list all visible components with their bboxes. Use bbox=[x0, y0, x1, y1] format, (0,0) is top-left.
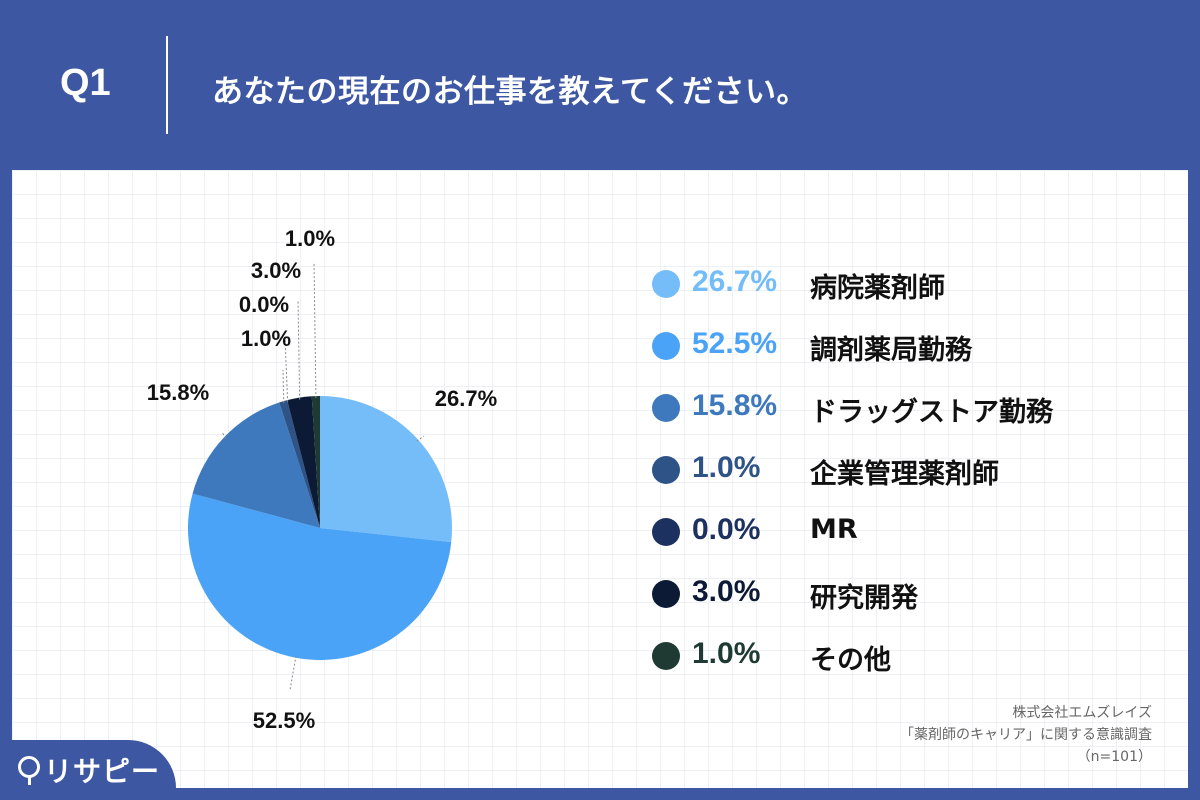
legend-dot bbox=[652, 394, 680, 422]
legend-percent: 26.7% bbox=[692, 265, 778, 298]
legend-item: 26.7% 病院薬剤師 bbox=[652, 262, 1132, 306]
leader-line bbox=[282, 369, 285, 404]
slice-label: 52.5% bbox=[253, 708, 315, 733]
legend-item: 15.8% ドラッグストア勤務 bbox=[652, 386, 1132, 430]
legend-dot bbox=[652, 642, 680, 670]
legend-item: 52.5% 調剤薬局勤務 bbox=[652, 324, 1132, 368]
legend-item: 3.0% 研究開発 bbox=[652, 572, 1132, 616]
legend-label: ドラッグストア勤務 bbox=[810, 397, 1053, 428]
question-number: Q1 bbox=[60, 62, 111, 104]
legend-label: 研究開発 bbox=[810, 583, 918, 614]
slice-label: 1.0% bbox=[285, 226, 335, 251]
pie-slice bbox=[287, 396, 320, 528]
legend-percent: 52.5% bbox=[692, 327, 778, 360]
leader-line bbox=[416, 435, 425, 442]
leader-lines bbox=[221, 261, 425, 691]
legend-percent: 3.0% bbox=[692, 575, 761, 608]
legend-item: 1.0% その他 bbox=[652, 634, 1132, 678]
legend-percent: 0.0% bbox=[692, 513, 761, 546]
leader-line bbox=[221, 431, 227, 439]
legend-label: 病院薬剤師 bbox=[810, 273, 945, 304]
pie-slice bbox=[188, 493, 452, 660]
legend-dot bbox=[652, 270, 680, 298]
header-bar: Q1 あなたの現在のお仕事を教えてください。 bbox=[0, 0, 1200, 170]
legend-label: MR bbox=[810, 514, 858, 545]
pie-labels: 26.7% 52.5% 15.8% 1.0% 0.0% 3.0% 1.0% bbox=[147, 226, 497, 733]
leader-line bbox=[289, 655, 297, 691]
legend-percent: 15.8% bbox=[692, 389, 778, 422]
legend-percent: 1.0% bbox=[692, 637, 761, 670]
legend-dot bbox=[652, 518, 680, 546]
legend-label: 調剤薬局勤務 bbox=[810, 335, 972, 366]
credit-sample: （n=101） bbox=[1076, 749, 1152, 765]
legend-percent: 1.0% bbox=[692, 451, 761, 484]
credit-company: 株式会社エムズレイズ bbox=[1012, 705, 1152, 721]
credit-survey: 「薬剤師のキャリア」に関する意識調査 bbox=[900, 727, 1152, 743]
legend-dot bbox=[652, 580, 680, 608]
pin-icon bbox=[18, 756, 40, 785]
slice-label: 0.0% bbox=[239, 292, 289, 317]
leader-line bbox=[313, 261, 317, 399]
pie-slice bbox=[320, 396, 452, 543]
legend-label: その他 bbox=[810, 645, 891, 676]
slice-label: 1.0% bbox=[241, 326, 291, 351]
credit-note: 株式会社エムズレイズ 「薬剤師のキャリア」に関する意識調査 （n=101） bbox=[900, 702, 1152, 768]
slice-label: 15.8% bbox=[147, 380, 209, 405]
pie-slice bbox=[192, 402, 320, 528]
slice-label: 3.0% bbox=[251, 258, 301, 283]
legend-item: 1.0% 企業管理薬剤師 bbox=[652, 448, 1132, 492]
slice-label: 26.7% bbox=[435, 386, 497, 411]
header-divider bbox=[166, 36, 168, 134]
legend-item: 0.0% MR bbox=[652, 510, 1132, 554]
brand-logo: リサピー bbox=[44, 755, 161, 788]
pie-slice bbox=[311, 396, 320, 528]
leader-line bbox=[284, 337, 289, 403]
legend-dot bbox=[652, 456, 680, 484]
leader-line bbox=[297, 299, 301, 400]
pie-slice bbox=[279, 400, 320, 528]
legend-dot bbox=[652, 332, 680, 360]
pie-slices bbox=[188, 396, 452, 660]
question-title: あなたの現在のお仕事を教えてください。 bbox=[212, 74, 809, 110]
legend-label: 企業管理薬剤師 bbox=[810, 459, 999, 490]
